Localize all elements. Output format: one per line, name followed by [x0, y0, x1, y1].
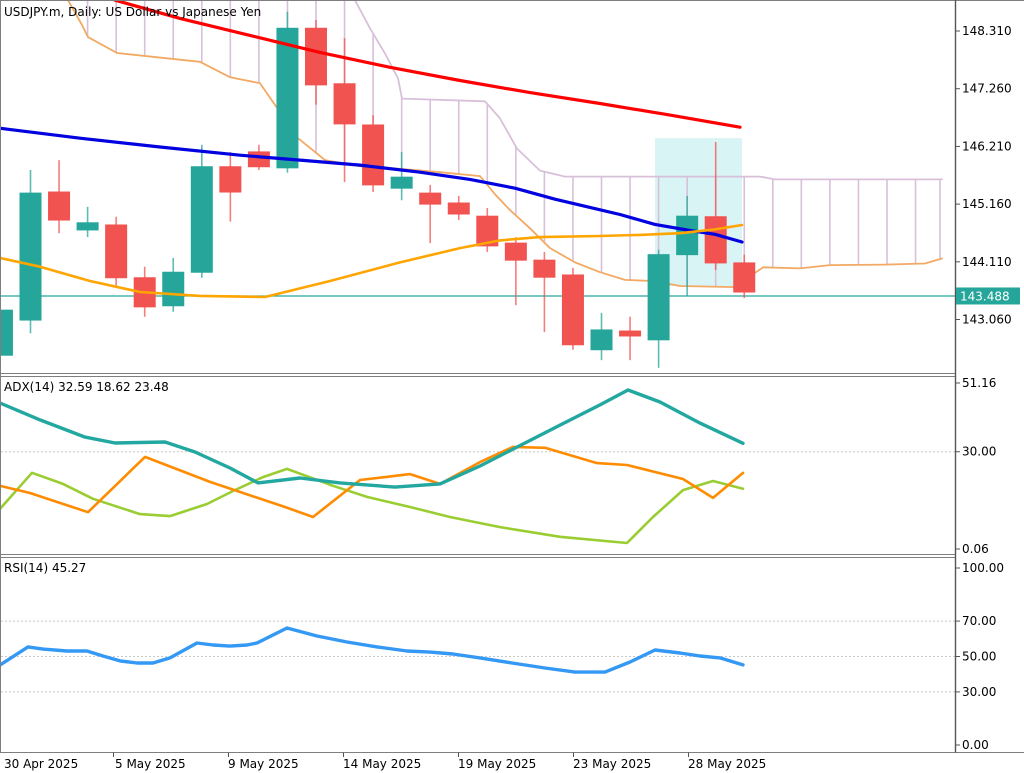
- date-axis-label: 28 May 2025: [688, 757, 766, 771]
- price-axis-label: 148.310: [962, 24, 1012, 38]
- bull-candle: [1, 309, 13, 356]
- panel-frame-layer: [0, 0, 1024, 753]
- axis-label-layer: 148.310 147.260 146.210 145.160 144.110 143.0…: [4, 24, 1020, 771]
- date-axis-label: 30 Apr 2025: [4, 757, 78, 771]
- bear-candle: [561, 274, 584, 346]
- bear-candle: [48, 191, 71, 221]
- current-price-tag: [956, 287, 1020, 305]
- bear-candle: [419, 192, 442, 205]
- bear-candle: [704, 216, 727, 264]
- bull-candle: [162, 271, 185, 307]
- bear-candle: [305, 27, 327, 86]
- price-axis-label: 145.160: [962, 197, 1012, 211]
- bear-candle: [504, 242, 527, 261]
- bear-candle: [476, 215, 499, 247]
- bull-candle: [647, 254, 670, 341]
- rsi-axis-label: 0.00: [962, 738, 989, 752]
- rsi-axis-label: 50.00: [962, 650, 996, 664]
- date-axis-label: 14 May 2025: [343, 757, 421, 771]
- bear-candle: [247, 151, 270, 168]
- rsi-line: [1, 626, 745, 674]
- bull-candle: [76, 222, 99, 231]
- price-axis-label: 144.110: [962, 255, 1012, 269]
- price-axis-label: 146.210: [962, 139, 1012, 153]
- adx-axis-label: 30.00: [962, 445, 996, 459]
- bull-candle: [590, 329, 613, 351]
- adx-main-line: [1, 388, 745, 489]
- senkou-span-a-line: [67, 1, 943, 289]
- date-axis-label: 9 May 2025: [228, 757, 299, 771]
- candlestick-layer: [1, 11, 756, 368]
- blue-ma-line: [1, 126, 744, 244]
- bull-candle: [390, 176, 413, 189]
- date-axis-label: 23 May 2025: [573, 757, 651, 771]
- bear-candle: [362, 124, 385, 186]
- price-axis-label: 147.260: [962, 82, 1012, 96]
- bull-candle: [19, 192, 42, 321]
- adx-minus-di-line: [1, 445, 745, 519]
- adx-axis-label: 51.16: [962, 376, 996, 390]
- date-axis-label: 5 May 2025: [115, 757, 186, 771]
- red-ma-line: [113, 1, 742, 129]
- adx-indicator-layer: [1, 388, 955, 545]
- price-axis-label: 143.060: [962, 313, 1012, 327]
- moving-average-layer: [1, 1, 744, 299]
- rsi-indicator-layer: [1, 620, 955, 693]
- bear-candle: [105, 224, 128, 279]
- current-price-tag-label: 143.488: [960, 289, 1010, 303]
- bear-candle: [619, 330, 642, 337]
- bear-candle: [333, 83, 356, 125]
- rsi-axis-label: 30.00: [962, 685, 996, 699]
- rsi-indicator-label: RSI(14) 45.27: [4, 561, 86, 575]
- bull-candle: [676, 215, 699, 256]
- bear-candle: [733, 262, 756, 293]
- adx-axis-label: 0.06: [962, 542, 989, 556]
- rsi-axis-label: 100.00: [962, 561, 1004, 575]
- rsi-axis-label: 70.00: [962, 614, 996, 628]
- chart-title: USDJPY.m, Daily: US Dollar vs Japanese Y…: [4, 5, 261, 19]
- bull-candle: [276, 27, 299, 169]
- adx-plus-di-line: [1, 467, 745, 545]
- orange-ma-line: [1, 223, 744, 299]
- adx-indicator-label: ADX(14) 32.59 18.62 23.48: [4, 380, 169, 394]
- bull-candle: [190, 166, 213, 273]
- bear-candle: [219, 166, 242, 193]
- date-axis-label: 19 May 2025: [458, 757, 536, 771]
- bear-candle: [533, 259, 556, 278]
- senkou-span-b-line: [354, 1, 943, 181]
- bear-candle: [447, 202, 470, 215]
